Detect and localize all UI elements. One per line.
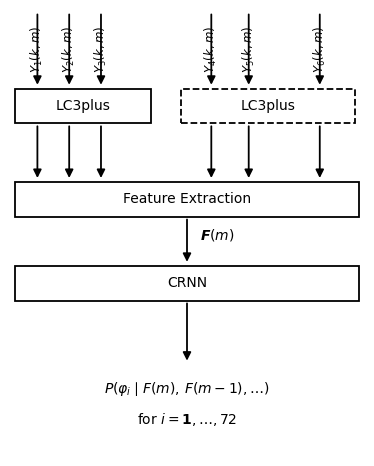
Text: $Y_4(k, m)$: $Y_4(k, m)$ <box>203 25 220 73</box>
Text: $P(\varphi_i \mid F(m),\, F(m-1),\ldots)$: $P(\varphi_i \mid F(m),\, F(m-1),\ldots)… <box>104 380 270 398</box>
Text: LC3plus: LC3plus <box>241 99 296 113</box>
Text: for $i = \mathbf{1},\ldots, 72$: for $i = \mathbf{1},\ldots, 72$ <box>137 411 237 428</box>
Text: $Y_2(k, m)$: $Y_2(k, m)$ <box>61 25 77 73</box>
Text: $Y_6(k, m)$: $Y_6(k, m)$ <box>312 25 328 73</box>
Text: $\boldsymbol{F}(m)$: $\boldsymbol{F}(m)$ <box>200 227 234 243</box>
FancyBboxPatch shape <box>15 182 359 217</box>
FancyBboxPatch shape <box>15 266 359 301</box>
Text: $Y_5(k, m)$: $Y_5(k, m)$ <box>240 25 257 73</box>
Text: Feature Extraction: Feature Extraction <box>123 192 251 206</box>
Text: $Y_3(k, m)$: $Y_3(k, m)$ <box>93 25 109 73</box>
Text: LC3plus: LC3plus <box>56 99 111 113</box>
Text: CRNN: CRNN <box>167 276 207 290</box>
FancyBboxPatch shape <box>15 89 151 123</box>
FancyBboxPatch shape <box>181 89 355 123</box>
Text: $Y_1(k, m)$: $Y_1(k, m)$ <box>29 25 46 73</box>
